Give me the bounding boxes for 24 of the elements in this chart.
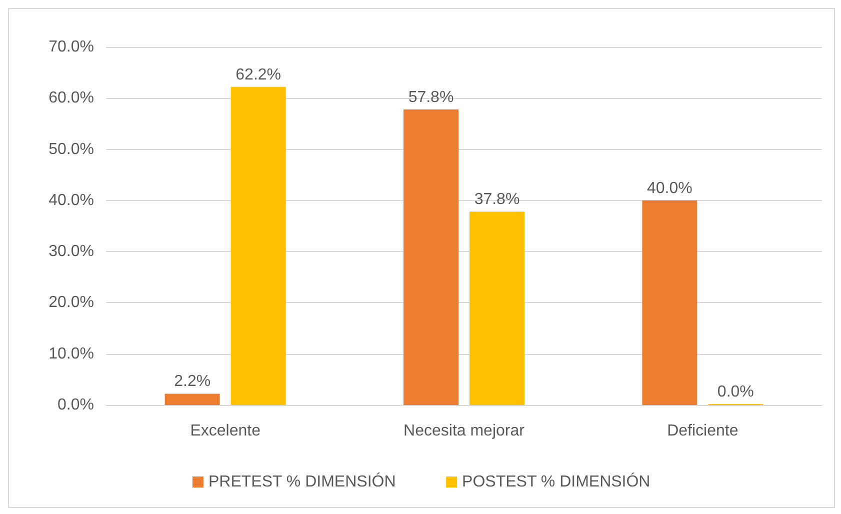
bar [642, 200, 698, 405]
legend-label: POSTEST % DIMENSIÓN [462, 472, 650, 490]
y-tick-label: 70.0% [48, 38, 94, 56]
data-label: 2.2% [174, 373, 211, 390]
y-tick-label: 60.0% [48, 90, 94, 107]
bar [470, 212, 524, 405]
bar [164, 394, 220, 405]
bar [404, 109, 458, 405]
y-tick-label: 50.0% [48, 140, 94, 158]
bar [230, 86, 286, 405]
data-label: 62.2% [236, 66, 282, 84]
data-label: 0.0% [717, 384, 754, 400]
data-label: 37.8% [474, 191, 520, 208]
y-tick-label: 0.0% [58, 396, 94, 414]
data-label: 40.0% [646, 180, 692, 197]
y-tick-label: 30.0% [48, 243, 94, 260]
x-tick-label: Necesita mejorar [404, 422, 526, 440]
legend-label: PRETEST % DIMENSIÓN [208, 472, 396, 490]
x-tick-label: Deficiente [667, 422, 738, 440]
y-tick-label: 20.0% [48, 294, 94, 312]
y-tick-label: 40.0% [48, 192, 94, 209]
data-label: 57.8% [408, 88, 454, 106]
y-tick-label: 10.0% [48, 345, 94, 362]
x-tick-label: Excelente [190, 422, 261, 440]
